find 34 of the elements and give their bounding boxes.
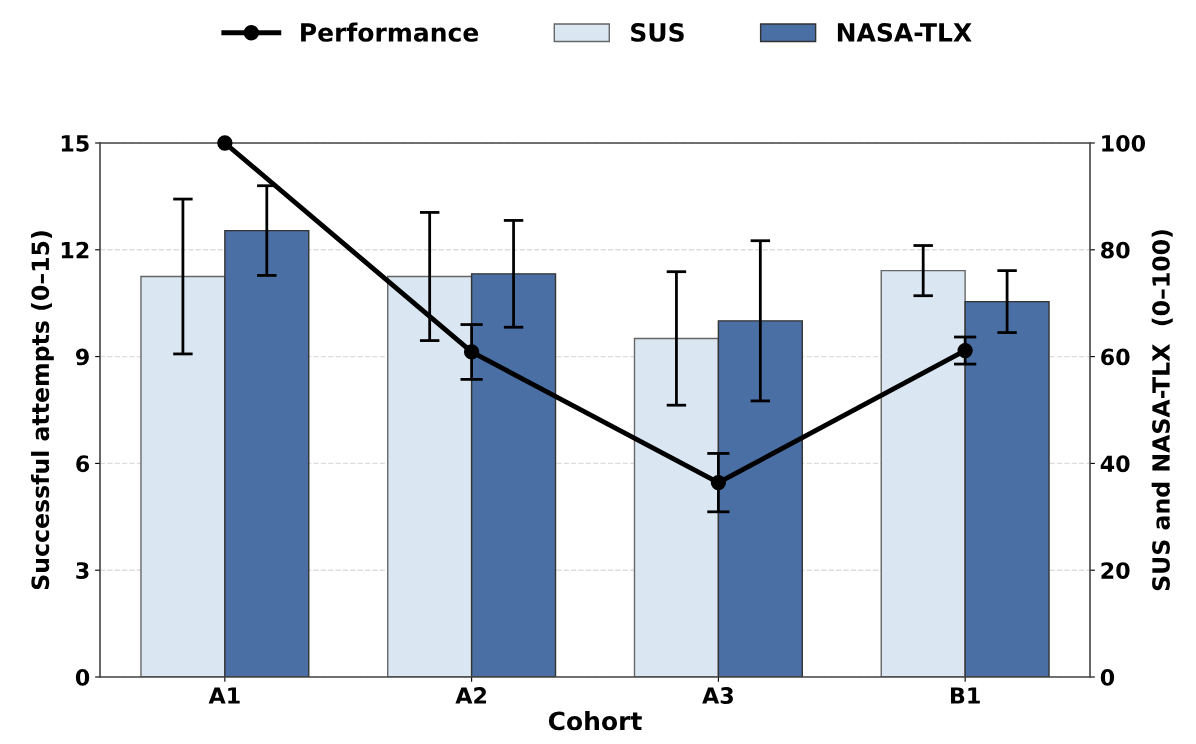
y2-tick-label: 40 bbox=[1100, 455, 1130, 473]
bar bbox=[140, 275, 226, 677]
point bbox=[710, 474, 727, 491]
point bbox=[957, 342, 973, 359]
bar bbox=[880, 269, 966, 677]
bar bbox=[387, 275, 473, 677]
legend-label: SUS bbox=[631, 22, 684, 42]
point bbox=[463, 344, 480, 360]
y-tick-label: 9 bbox=[75, 348, 89, 366]
bar bbox=[633, 337, 720, 677]
y-tick-label: 12 bbox=[61, 241, 89, 259]
y2-axis-title: SUS and NASA-TLX (0–100) bbox=[1151, 230, 1173, 591]
y-tick-label: 3 bbox=[76, 562, 89, 579]
y2-tick-label: 100 bbox=[1102, 134, 1146, 152]
y2-tick-label: 20 bbox=[1101, 562, 1130, 579]
x-tick-label: A3 bbox=[702, 687, 733, 704]
x-tick-label: B1 bbox=[950, 687, 980, 704]
bar bbox=[470, 273, 557, 677]
legend-label: NASA-TLX bbox=[837, 22, 972, 42]
y2-tick-label: 0 bbox=[1100, 668, 1115, 686]
y-axis-title: Successful attempts (0–15) bbox=[30, 231, 54, 590]
bar bbox=[964, 300, 1050, 677]
x-tick-label: A2 bbox=[455, 687, 487, 704]
legend-label: Performance bbox=[301, 22, 479, 42]
y2-tick-label: 80 bbox=[1101, 241, 1130, 259]
bar bbox=[717, 320, 803, 677]
y-tick-label: 6 bbox=[76, 455, 90, 473]
y-tick-label: 15 bbox=[61, 135, 89, 152]
x-tick-label: A1 bbox=[208, 687, 240, 704]
y2-tick-label: 60 bbox=[1101, 348, 1130, 366]
x-axis-title: Cohort bbox=[548, 711, 642, 731]
point bbox=[217, 135, 233, 151]
y-tick-label: 0 bbox=[75, 668, 90, 686]
bar bbox=[224, 229, 310, 677]
